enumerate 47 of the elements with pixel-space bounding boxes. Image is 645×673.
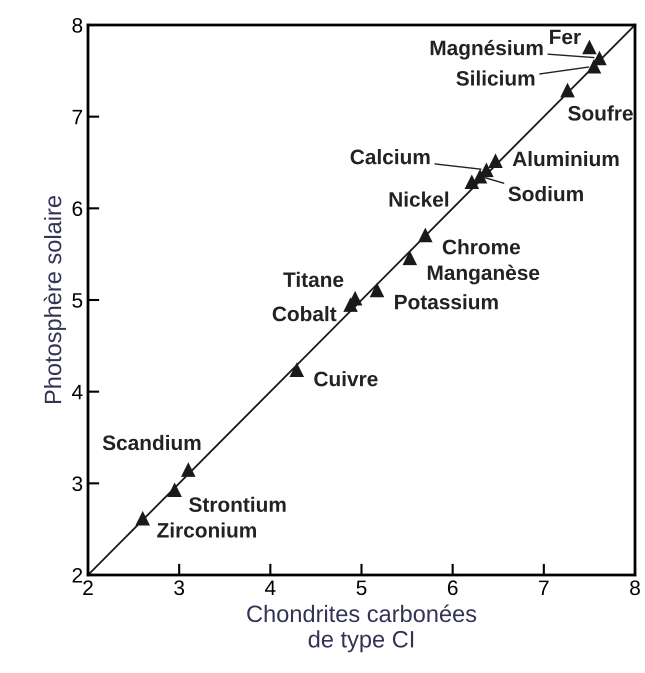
point <box>181 462 196 477</box>
y-tick-label: 3 <box>72 476 82 492</box>
y-tick-label: 7 <box>72 110 82 124</box>
annotation: Potassium <box>395 294 498 310</box>
x-tick-label: 4 <box>265 580 276 595</box>
annotation: Sodium <box>508 186 583 202</box>
x-tick-label: 6 <box>448 580 458 596</box>
point <box>418 228 433 242</box>
point <box>289 362 304 377</box>
y-tick-label: 8 <box>72 18 82 33</box>
annotation: Calcium <box>350 149 430 164</box>
point <box>582 40 597 54</box>
point <box>586 58 602 74</box>
y-tick-label: 6 <box>72 201 82 216</box>
annotation: Zirconium <box>157 522 256 538</box>
x-tick-label: 2 <box>83 580 93 595</box>
y-tick-label: 2 <box>72 568 82 583</box>
x-axis-title: Chondrites carbonées de type CI <box>247 604 476 652</box>
point <box>370 282 384 298</box>
x-tick-label: 8 <box>630 580 640 596</box>
annotation: Manganèse <box>428 264 540 284</box>
point <box>402 250 418 266</box>
annotation: Soufre <box>568 105 633 121</box>
annotation: Strontium <box>189 496 286 512</box>
y-tick-label: 5 <box>72 293 82 308</box>
y-axis-title: Photosphère solaire <box>44 196 66 404</box>
x-tick-label: 7 <box>539 580 549 595</box>
annotation: Titane <box>283 272 344 288</box>
point <box>167 482 182 498</box>
y-tick-label: 4 <box>72 384 83 400</box>
point <box>464 174 480 190</box>
x-tick-label: 5 <box>356 580 366 596</box>
annotation: Aluminium <box>512 150 619 166</box>
annotation: Nickel <box>390 191 448 207</box>
point <box>488 153 503 168</box>
annotation: Silicium <box>456 70 534 86</box>
x-tick-label: 3 <box>174 580 184 596</box>
annotation: Cuivre <box>314 371 378 386</box>
point <box>135 510 150 526</box>
annotation: Fer <box>550 30 581 44</box>
point <box>343 297 358 312</box>
annotation: Scandium <box>102 434 200 450</box>
annotation: Cobalt <box>272 306 336 322</box>
point <box>560 82 575 98</box>
annotation: Magnésium <box>430 40 543 60</box>
annotation: Chrome <box>442 239 520 254</box>
point <box>472 168 488 184</box>
